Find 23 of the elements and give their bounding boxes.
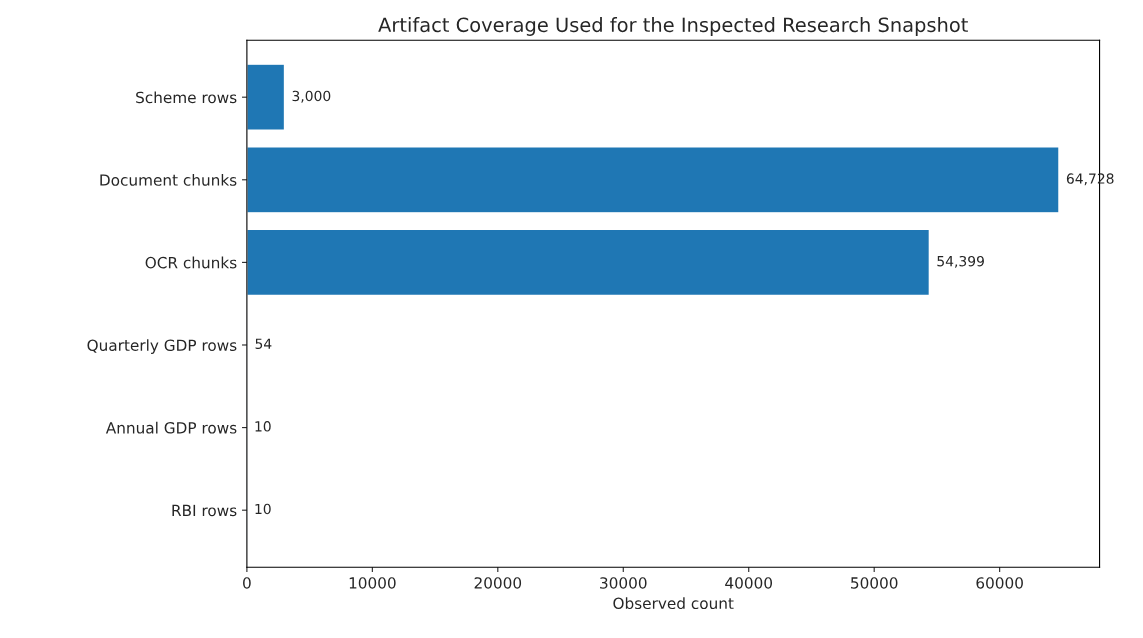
x-tick-label: 0	[243, 577, 251, 589]
x-axis-title: Observed count	[613, 597, 734, 610]
data-label: 10	[255, 503, 271, 515]
x-tick-label: 50000	[851, 577, 898, 589]
x-tick-label: 30000	[600, 577, 647, 589]
y-tick-label: Scheme rows	[136, 91, 237, 104]
y-tick-label: OCR chunks	[145, 256, 237, 269]
y-tick-label: Quarterly GDP rows	[87, 339, 237, 354]
bar	[246, 228, 931, 297]
x-tick-label: 60000	[976, 577, 1023, 589]
bar	[246, 146, 1060, 214]
y-tick-label: RBI rows	[172, 504, 237, 517]
data-label: 3,000	[292, 90, 331, 103]
data-label: 54,399	[937, 255, 984, 268]
x-tick-label: 20000	[474, 577, 522, 589]
data-label: 54	[255, 338, 272, 350]
chart-title: Artifact Coverage Used for the Inspected Research Snapshot	[378, 17, 968, 36]
y-tick-label: Annual GDP rows	[105, 421, 237, 434]
x-tick-label: 10000	[349, 577, 396, 589]
bar	[246, 63, 286, 131]
y-tick-label: Document chunks	[100, 173, 237, 186]
data-label: 10	[255, 421, 271, 432]
x-tick-label: 40000	[725, 577, 773, 589]
